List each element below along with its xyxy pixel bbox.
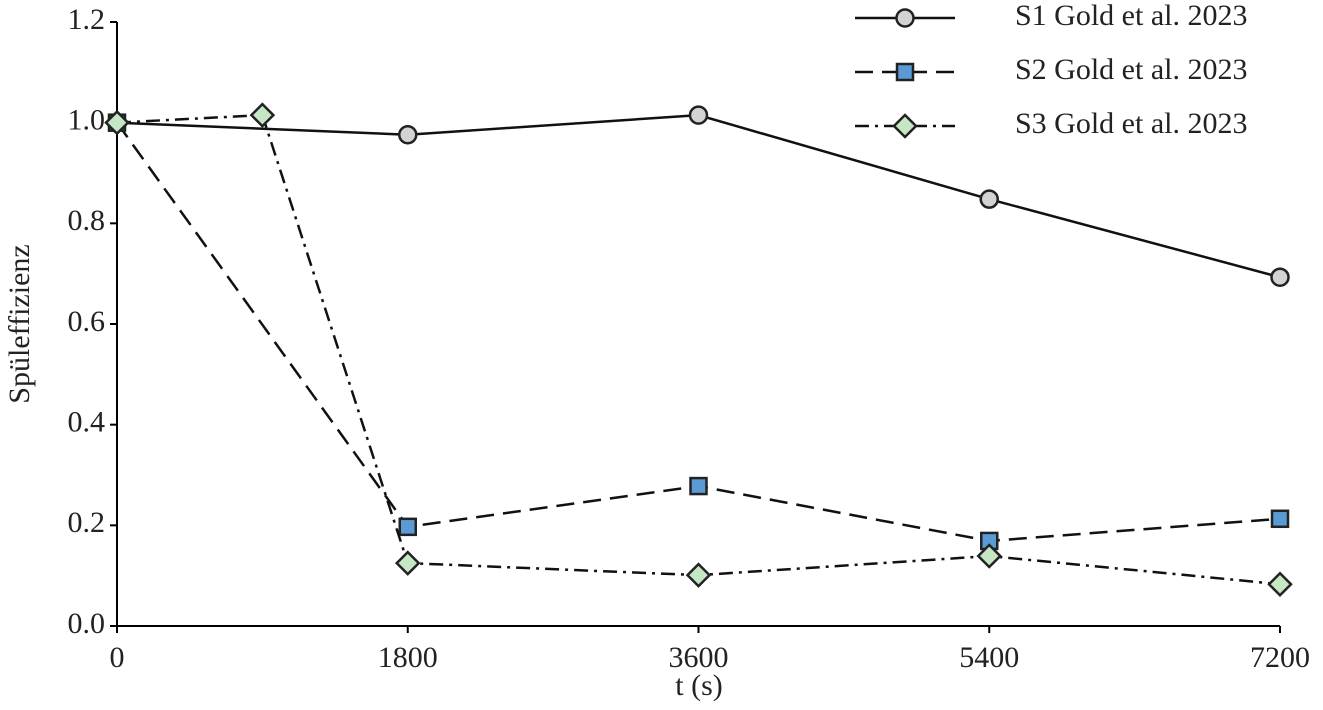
- y-tick-label: 0.6: [68, 305, 106, 338]
- marker: [398, 517, 417, 537]
- legend-marker: [895, 62, 915, 82]
- marker: [1270, 267, 1290, 287]
- marker: [685, 562, 712, 588]
- y-tick-label: 0.8: [68, 204, 106, 237]
- x-tick-label: 3600: [669, 641, 729, 674]
- y-tick-label: 0.0: [68, 607, 106, 640]
- marker: [979, 189, 999, 209]
- y-tick-label: 1.0: [68, 104, 106, 137]
- x-tick-label: 1800: [378, 641, 438, 674]
- x-tick-label: 7200: [1250, 641, 1310, 674]
- marker: [1267, 571, 1293, 597]
- y-tick-label: 0.4: [68, 406, 106, 439]
- marker: [394, 550, 421, 576]
- legend-marker: [895, 8, 915, 28]
- marker: [249, 102, 276, 128]
- marker: [1270, 509, 1290, 529]
- legend-label: S2 Gold et al. 2023: [1015, 53, 1248, 86]
- marker: [688, 105, 709, 125]
- x-tick-label: 5400: [959, 641, 1019, 674]
- marker: [689, 476, 708, 496]
- legend-marker: [892, 113, 918, 139]
- marker: [976, 543, 1003, 569]
- legend-label: S3 Gold et al. 2023: [1015, 107, 1248, 140]
- marker: [398, 124, 418, 145]
- y-axis-label: Spüleffizienz: [3, 244, 36, 403]
- legend-label: S1 Gold et al. 2023: [1015, 0, 1248, 32]
- x-tick-label: 0: [110, 641, 125, 674]
- y-tick-label: 1.2: [68, 3, 106, 36]
- y-tick-label: 0.2: [68, 506, 106, 539]
- marker: [104, 109, 130, 136]
- series-line: [116, 113, 1281, 586]
- x-axis-label: t (s): [675, 669, 723, 702]
